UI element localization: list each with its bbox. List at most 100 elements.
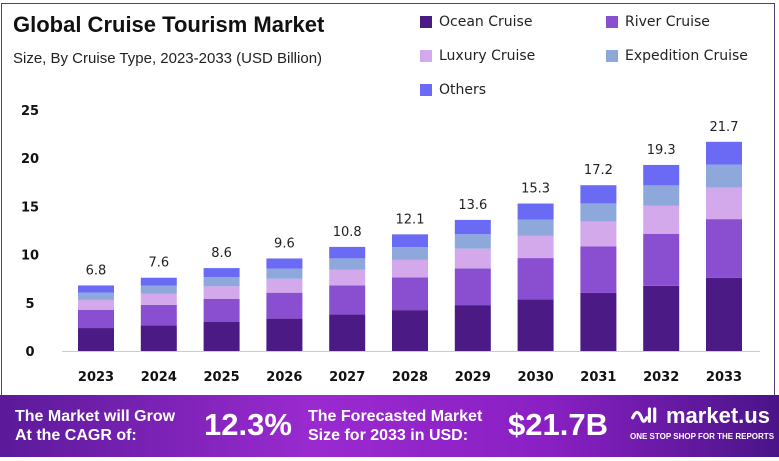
x-tick-label: 2024 — [141, 370, 177, 385]
total-data-label: 19.3 — [647, 143, 676, 158]
x-tick-label: 2030 — [518, 370, 554, 385]
bar-segment-expedition-cruise — [706, 164, 742, 188]
bar-segment-expedition-cruise — [580, 203, 617, 222]
bar-segment-expedition-cruise — [392, 247, 428, 260]
cagr-label-line: The Market will Grow — [15, 408, 176, 425]
chart-frame — [1, 3, 775, 395]
legend-item-ocean-cruise: Ocean Cruise — [420, 14, 532, 30]
total-data-label: 21.7 — [710, 120, 739, 135]
bar-segment-ocean-cruise — [329, 314, 366, 351]
bar-segment-expedition-cruise — [203, 277, 240, 287]
bar-segment-luxury-cruise — [706, 187, 742, 220]
bar-segment-river-cruise — [580, 246, 617, 293]
forecast-label: The Forecasted Market Size for 2033 in US… — [308, 407, 482, 445]
y-tick-label: 10 — [21, 249, 39, 264]
y-tick-label: 15 — [21, 200, 39, 215]
legend-swatch — [420, 50, 432, 62]
y-tick-label: 25 — [21, 104, 39, 119]
total-data-label: 8.6 — [211, 246, 232, 261]
total-data-label: 17.2 — [584, 163, 613, 178]
legend-item-others: Others — [420, 82, 486, 98]
bar-segment-others — [643, 164, 680, 186]
bar-segment-luxury-cruise — [266, 278, 303, 293]
bar-segment-river-cruise — [454, 268, 491, 306]
bar-segment-others — [517, 203, 554, 220]
x-tick-label: 2027 — [329, 370, 365, 385]
legend-swatch — [606, 16, 618, 28]
bar-segment-ocean-cruise — [392, 310, 428, 351]
x-tick-label: 2029 — [455, 370, 491, 385]
bar-segment-river-cruise — [266, 292, 303, 319]
forecast-value: $21.7B — [508, 407, 608, 442]
bar-segment-river-cruise — [78, 309, 114, 329]
legend-item-luxury-cruise: Luxury Cruise — [420, 48, 535, 64]
bar-segment-others — [266, 258, 303, 269]
logo-row: market.us — [630, 403, 778, 429]
bar-segment-luxury-cruise — [140, 293, 177, 305]
x-tick-label: 2026 — [266, 370, 302, 385]
x-tick-label: 2032 — [643, 370, 679, 385]
legend-label: Luxury Cruise — [439, 48, 536, 64]
bar-segment-ocean-cruise — [203, 321, 240, 351]
bar-segment-ocean-cruise — [580, 292, 617, 351]
bar-segment-luxury-cruise — [643, 205, 680, 234]
total-data-label: 13.6 — [458, 198, 487, 213]
market-us-logo: market.us ONE STOP SHOP FOR THE REPORTS — [630, 403, 778, 441]
total-data-label: 10.8 — [333, 225, 362, 240]
bar-segment-luxury-cruise — [329, 269, 366, 286]
bar-segment-ocean-cruise — [517, 299, 554, 351]
legend-label: Expedition Cruise — [625, 48, 748, 64]
total-data-label: 15.3 — [521, 182, 550, 197]
bar-segment-luxury-cruise — [392, 259, 428, 278]
bar-segment-others — [78, 285, 114, 293]
bar-segment-river-cruise — [329, 285, 366, 315]
stacked-bar-chart: 05101520256.820237.620248.620259.6202610… — [21, 104, 760, 385]
footer-banner: The Market will Grow At the CAGR of: 12.3… — [0, 395, 779, 457]
y-tick-label: 20 — [21, 152, 39, 167]
bar-segment-river-cruise — [643, 233, 680, 286]
legend-item-expedition-cruise: Expedition Cruise — [606, 48, 748, 64]
legend-label: Ocean Cruise — [439, 14, 533, 30]
x-tick-label: 2023 — [78, 370, 114, 385]
bar-segment-luxury-cruise — [78, 299, 114, 310]
bar-segment-luxury-cruise — [203, 286, 240, 299]
chart-title: Global Cruise Tourism Market — [13, 12, 325, 37]
x-tick-label: 2028 — [392, 370, 428, 385]
y-tick-label: 0 — [25, 345, 34, 360]
logo-tagline: ONE STOP SHOP FOR THE REPORTS — [630, 432, 775, 441]
cagr-value: 12.3% — [204, 407, 292, 442]
bar-segment-river-cruise — [517, 258, 554, 300]
bar-segment-ocean-cruise — [140, 325, 177, 351]
bar-segment-others — [329, 246, 366, 259]
total-data-label: 7.6 — [148, 256, 169, 271]
bar-segment-river-cruise — [706, 219, 742, 278]
bar-segment-others — [454, 219, 491, 235]
bar-segment-luxury-cruise — [454, 248, 491, 269]
bar-segment-ocean-cruise — [454, 305, 491, 351]
bar-segment-expedition-cruise — [329, 258, 366, 270]
bar-segment-expedition-cruise — [517, 219, 554, 236]
bar-segment-others — [140, 277, 177, 286]
legend-swatch — [606, 50, 618, 62]
total-data-label: 6.8 — [86, 263, 107, 278]
forecast-label-line: Size for 2033 in USD: — [308, 427, 469, 444]
forecast-label-line: The Forecasted Market — [308, 408, 483, 425]
total-data-label: 9.6 — [274, 236, 295, 251]
bar-segment-river-cruise — [203, 298, 240, 322]
bar-segment-expedition-cruise — [140, 285, 177, 294]
chart-subtitle: Size, By Cruise Type, 2023-2033 (USD Bil… — [13, 50, 323, 67]
x-tick-label: 2033 — [706, 370, 742, 385]
bar-segment-ocean-cruise — [706, 277, 742, 351]
total-data-label: 12.1 — [396, 212, 425, 227]
bar-segment-expedition-cruise — [266, 268, 303, 279]
legend-label: Others — [439, 82, 487, 98]
bar-segment-others — [580, 185, 617, 204]
bar-segment-others — [706, 141, 742, 165]
legend-swatch — [420, 16, 432, 28]
bar-segment-ocean-cruise — [643, 285, 680, 351]
logo-icon — [631, 407, 657, 423]
bar-segment-river-cruise — [140, 304, 177, 326]
legend-item-river-cruise: River Cruise — [606, 14, 710, 30]
logo-name: market.us — [666, 403, 770, 428]
bar-segment-luxury-cruise — [517, 235, 554, 259]
